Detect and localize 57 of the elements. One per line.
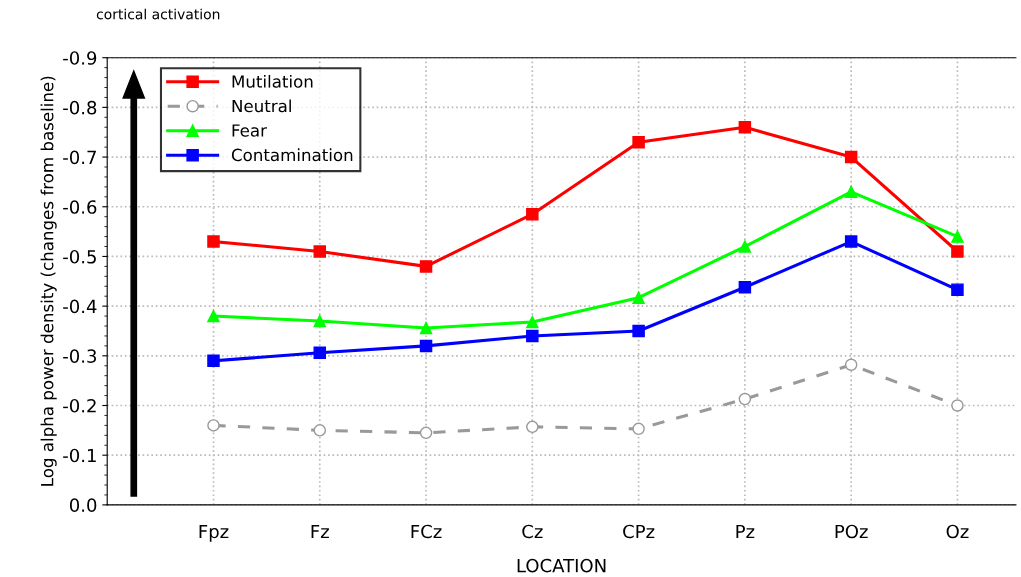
point: [844, 358, 858, 372]
point: [419, 321, 433, 335]
x-tick-label: Oz: [946, 524, 969, 539]
y-tick-label: -0.1: [63, 448, 96, 463]
legend-label: Mutilation: [232, 74, 313, 88]
y-axis-title: Log alpha power density (changes from baseline): [40, 76, 57, 486]
point: [526, 420, 539, 434]
point: [207, 309, 220, 323]
point: [419, 426, 433, 440]
y-tick-label: -0.4: [63, 299, 97, 314]
y-tick-label: -0.5: [63, 249, 96, 264]
point: [844, 185, 858, 199]
point: [951, 283, 964, 296]
x-tick-label: CPz: [623, 524, 655, 539]
legend-label: Contamination: [231, 148, 353, 162]
point: [313, 346, 327, 360]
y-tick-label: -0.6: [63, 200, 97, 214]
x-tick-label: Cz: [522, 524, 543, 539]
legend-label: Neutral: [232, 99, 291, 113]
point: [632, 324, 645, 338]
point: [632, 135, 645, 149]
y-tick-label: -0.8: [63, 100, 97, 115]
point: [313, 424, 327, 437]
y-tick-label: -0.7: [63, 150, 96, 165]
x-tick-label: Fpz: [199, 524, 229, 542]
point: [632, 291, 645, 304]
x-tick-label: Pz: [736, 524, 755, 539]
point: [313, 314, 327, 328]
point: [844, 150, 858, 164]
y-tick-label: -0.3: [63, 349, 97, 363]
point: [738, 121, 752, 134]
point: [419, 339, 433, 353]
text: cortical activation: [96, 8, 220, 20]
x-tick-label: Fz: [311, 524, 329, 539]
point: [526, 207, 539, 221]
point: [207, 354, 220, 368]
point: [207, 419, 220, 432]
point: [207, 235, 220, 248]
y-tick-label: -0.2: [63, 398, 96, 413]
point: [951, 230, 964, 243]
point: [951, 399, 964, 412]
point: [419, 260, 433, 273]
legend-label: Fear: [232, 124, 267, 137]
point: [313, 245, 327, 258]
y-tick-label: -0.9: [63, 51, 97, 65]
x-tick-label: FCz: [411, 524, 442, 539]
point: [738, 280, 752, 294]
point: [632, 422, 645, 436]
point: [951, 245, 964, 258]
point: [526, 315, 539, 329]
point: [526, 329, 539, 343]
x-tick-label: POz: [835, 524, 868, 539]
x-axis-title: LOCATION: [517, 558, 606, 573]
point: [844, 235, 858, 248]
point: [738, 240, 752, 253]
y-tick-label: 0.0: [69, 498, 97, 512]
point: [738, 392, 752, 406]
